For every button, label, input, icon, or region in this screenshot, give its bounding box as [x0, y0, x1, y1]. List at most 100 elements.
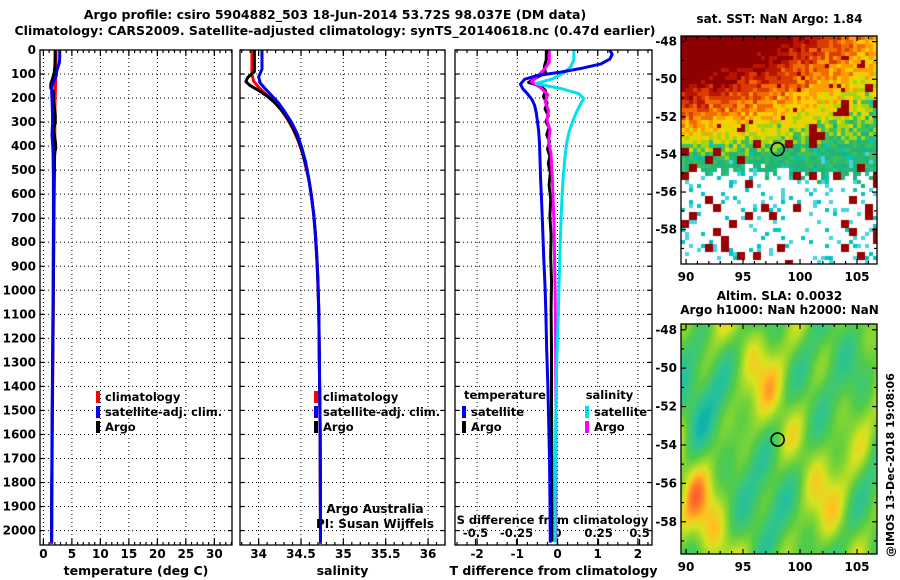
svg-text:-58: -58	[655, 223, 677, 237]
legend-label: Argo	[323, 419, 354, 434]
svg-text:90: 90	[678, 560, 695, 574]
svg-text:-48: -48	[655, 323, 677, 337]
imos-watermark: @IMOS 13-Dec-2018 19:08:06	[884, 373, 897, 557]
svg-text:-56: -56	[655, 476, 677, 490]
svg-text:salinity: salinity	[317, 563, 369, 578]
svg-text:-54: -54	[655, 438, 677, 452]
svg-text:T difference from climatology: T difference from climatology	[449, 563, 657, 578]
legend-label: climatology	[323, 389, 399, 404]
legend-label: satellite-adj. clim.	[105, 404, 223, 419]
annotation-line: Argo Australia	[326, 502, 424, 516]
svg-text:100: 100	[787, 560, 812, 574]
svg-text:2: 2	[634, 547, 642, 561]
sst-map-title: sat. SST: NaN Argo: 1.84	[696, 12, 863, 26]
svg-text:36: 36	[420, 547, 437, 561]
svg-text:0: 0	[554, 526, 562, 540]
svg-text:-1: -1	[511, 547, 524, 561]
legend-swatch	[462, 420, 466, 433]
sla-map-title-line2: Argo h1000: NaN h2000: NaN	[680, 303, 879, 317]
svg-text:1400: 1400	[3, 379, 36, 393]
svg-text:-56: -56	[655, 185, 677, 199]
svg-text:1500: 1500	[3, 403, 36, 417]
svg-text:30: 30	[206, 547, 223, 561]
legend-label: satellite	[471, 404, 525, 419]
svg-text:500: 500	[11, 163, 36, 177]
legend-item: Argo	[585, 419, 625, 434]
svg-text:600: 600	[11, 187, 36, 201]
legend-item: Argo	[462, 419, 502, 434]
legend-swatch	[96, 420, 100, 433]
svg-text:-52: -52	[655, 400, 677, 414]
svg-text:95: 95	[735, 270, 752, 284]
legend-item: climatology	[314, 389, 440, 404]
svg-text:900: 900	[11, 259, 36, 273]
svg-text:100: 100	[11, 67, 36, 81]
svg-text:34.5: 34.5	[286, 547, 316, 561]
svg-text:700: 700	[11, 211, 36, 225]
svg-text:0: 0	[39, 547, 47, 561]
svg-text:100: 100	[787, 270, 812, 284]
legend-item: satellite	[462, 404, 524, 419]
sst-heatmap-canvas	[681, 36, 877, 264]
figure-subtitle: Climatology: CARS2009. Satellite-adjuste…	[14, 23, 656, 38]
svg-text:34: 34	[250, 547, 267, 561]
svg-text:2000: 2000	[3, 524, 36, 538]
svg-text:1800: 1800	[3, 476, 36, 490]
temperature-legend: climatology satellite-adj. clim. Argo	[96, 389, 222, 434]
figure-title: Argo profile: csiro 5904882_503 18-Jun-2…	[83, 7, 587, 22]
salinity-legend: climatology satellite-adj. clim. Argo	[314, 389, 440, 434]
legend-label: satellite-adj. clim.	[323, 404, 441, 419]
svg-text:1600: 1600	[3, 427, 36, 441]
svg-text:95: 95	[735, 560, 752, 574]
legend-item: Argo	[96, 419, 222, 434]
argo-australia-annotation: Argo Australia PI: Susan Wijffels	[295, 502, 455, 532]
legend-swatch	[314, 420, 318, 433]
svg-text:-48: -48	[655, 35, 677, 49]
svg-text:1000: 1000	[3, 283, 36, 297]
svg-text:0: 0	[28, 43, 36, 57]
legend-item: satellite-adj. clim.	[314, 404, 440, 419]
legend-swatch	[314, 405, 318, 418]
svg-text:-0.5: -0.5	[463, 526, 488, 540]
svg-text:90: 90	[678, 270, 695, 284]
svg-text:1300: 1300	[3, 355, 36, 369]
legend-label: climatology	[105, 389, 181, 404]
svg-text:1100: 1100	[3, 307, 36, 321]
legend-swatch	[96, 390, 100, 403]
svg-text:1900: 1900	[3, 500, 36, 514]
legend-swatch	[585, 405, 589, 418]
svg-text:1: 1	[594, 547, 602, 561]
legend-swatch	[585, 420, 589, 433]
legend-column-header: temperature	[464, 388, 546, 402]
legend-label: Argo	[594, 419, 625, 434]
svg-text:-58: -58	[655, 515, 677, 529]
difference-legend: temperature salinity satellite Argo sate…	[455, 388, 652, 440]
legend-item: satellite-adj. clim.	[96, 404, 222, 419]
annotation-line: PI: Susan Wijffels	[316, 517, 434, 531]
sla-map-title-line1: Altim. SLA: 0.0032	[716, 289, 843, 303]
legend-item: Argo	[314, 419, 440, 434]
svg-text:200: 200	[11, 91, 36, 105]
legend-swatch	[96, 405, 100, 418]
svg-text:15: 15	[121, 547, 138, 561]
legend-label: Argo	[105, 419, 136, 434]
svg-text:105: 105	[844, 560, 869, 574]
svg-text:-50: -50	[655, 361, 677, 375]
svg-text:800: 800	[11, 235, 36, 249]
svg-text:-54: -54	[655, 147, 677, 161]
svg-text:300: 300	[11, 115, 36, 129]
legend-item: climatology	[96, 389, 222, 404]
svg-text:-50: -50	[655, 72, 677, 86]
svg-text:-0.25: -0.25	[500, 526, 533, 540]
svg-text:105: 105	[844, 270, 869, 284]
svg-text:0.5: 0.5	[629, 526, 649, 540]
svg-text:temperature (deg C): temperature (deg C)	[64, 563, 209, 578]
svg-text:35.5: 35.5	[371, 547, 401, 561]
svg-text:-2: -2	[470, 547, 483, 561]
svg-text:20: 20	[149, 547, 166, 561]
legend-label: Argo	[471, 419, 502, 434]
svg-text:400: 400	[11, 139, 36, 153]
legend-column-header: salinity	[585, 388, 634, 402]
svg-text:35: 35	[335, 547, 352, 561]
